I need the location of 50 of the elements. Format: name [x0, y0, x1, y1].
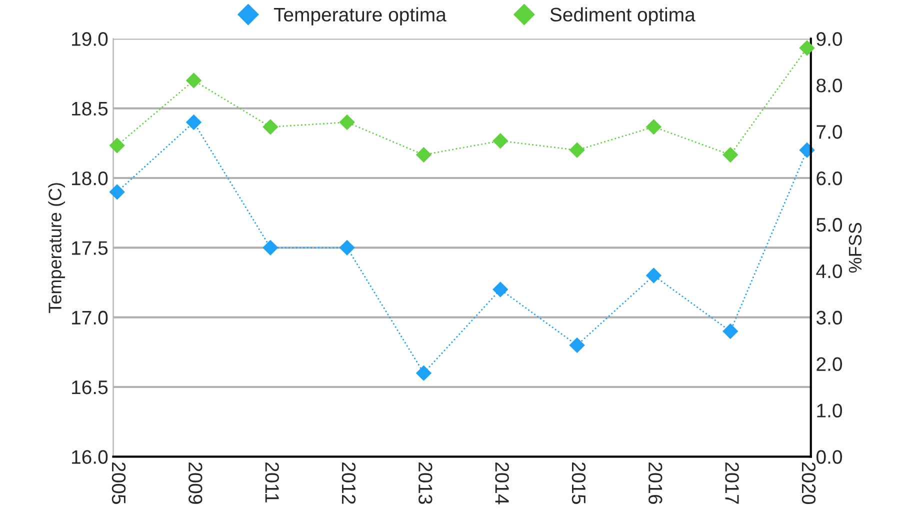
- point: [569, 338, 585, 353]
- y-axis-title: Temperature (C): [48, 183, 65, 313]
- y2-tick-label: 2.0: [816, 357, 842, 372]
- legend-label: Temperature optima: [274, 7, 446, 26]
- point: [722, 324, 738, 339]
- point: [416, 147, 432, 162]
- y2-tick-label: 8.0: [816, 78, 842, 92]
- point: [262, 240, 278, 256]
- y2-tick-label: 6.0: [816, 171, 842, 186]
- y-tick-label: 18.0: [72, 171, 108, 186]
- y2-tick-label: 9.0: [816, 32, 842, 46]
- x-tick-label: 2014: [495, 462, 509, 504]
- y2-tick-label: 4.0: [816, 264, 842, 278]
- point: [799, 40, 815, 56]
- point: [340, 114, 355, 130]
- point: [340, 240, 355, 256]
- y2-tick-label: 3.0: [816, 310, 842, 325]
- point: [492, 133, 508, 148]
- y-tick-label: 16.0: [72, 450, 108, 464]
- point: [186, 114, 202, 130]
- point: [416, 366, 432, 381]
- x-tick-label: 2017: [725, 462, 739, 504]
- y2-tick-label: 0.0: [816, 450, 842, 464]
- x-tick-label: 2005: [112, 462, 126, 504]
- x-tick-label: 2013: [418, 462, 432, 504]
- x-tick-label: 2016: [648, 462, 662, 504]
- point: [569, 142, 585, 158]
- y2-tick-label: 1.0: [817, 404, 842, 418]
- legend-label: Sediment optima: [550, 7, 696, 26]
- x-tick-label: 2015: [572, 462, 586, 504]
- y-tick-label: 17.5: [72, 241, 108, 255]
- y2-tick-label: 7.0: [816, 125, 842, 139]
- point: [722, 147, 738, 162]
- y2-axis-title: %FSS: [848, 222, 862, 273]
- y-tick-label: 19.0: [72, 32, 108, 46]
- x-tick-label: 2012: [342, 462, 356, 504]
- point: [186, 72, 202, 88]
- y2-tick-label: 5.0: [816, 218, 842, 232]
- point: [646, 268, 662, 284]
- x-tick-label: 2011: [265, 462, 279, 502]
- x-tick-label: 2020: [802, 462, 816, 504]
- point: [492, 282, 508, 298]
- x-tick-label: 2009: [188, 462, 202, 504]
- point: [110, 138, 125, 154]
- point: [110, 184, 125, 200]
- point: [646, 119, 662, 135]
- point: [262, 119, 278, 135]
- y-tick-label: 16.5: [72, 380, 108, 394]
- y-tick-label: 18.5: [72, 102, 108, 116]
- y-tick-label: 17.0: [72, 310, 108, 325]
